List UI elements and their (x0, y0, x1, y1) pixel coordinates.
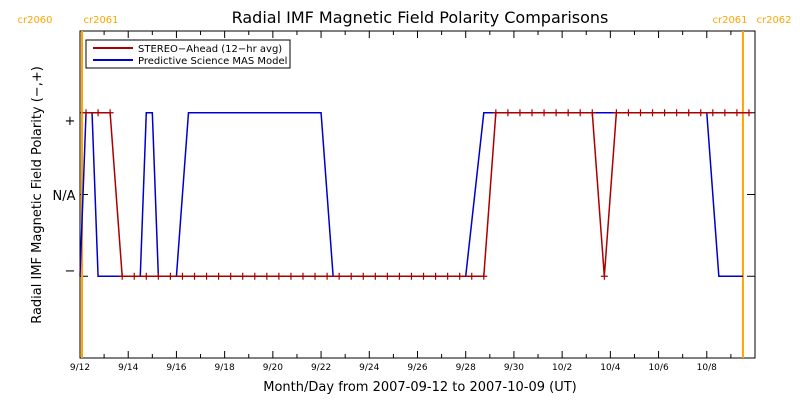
stereo-data-point (383, 272, 391, 280)
legend: STEREO−Ahead (12−hr avg) Predictive Scie… (85, 39, 291, 69)
stereo-data-point (130, 272, 138, 280)
stereo-data-point (142, 272, 150, 280)
y-tick-label-plus: + (65, 114, 76, 129)
x-tick-label: 9/24 (359, 363, 379, 373)
x-tick-label: 10/4 (600, 363, 620, 373)
stereo-data-point (649, 109, 657, 117)
stereo-data-point (444, 272, 452, 280)
stereo-data-point (733, 109, 741, 117)
stereo-data-point (468, 272, 476, 280)
cr-label-left-1: cr2060 (17, 15, 52, 26)
stereo-data-point (178, 272, 186, 280)
stereo-data-point (359, 272, 367, 280)
stereo-data-point (420, 272, 428, 280)
stereo-data-point (154, 272, 162, 280)
stereo-data-point (191, 272, 199, 280)
stereo-data-point (516, 109, 524, 117)
x-tick-label: 9/18 (215, 363, 235, 373)
cr-label-right-2: cr2062 (756, 15, 791, 26)
stereo-data-point (106, 109, 114, 117)
x-tick-label: 10/6 (648, 363, 668, 373)
stereo-data-point (480, 272, 488, 280)
x-axis-label: Month/Day from 2007-09-12 to 2007-10-09 … (263, 380, 576, 395)
stereo-data-point (203, 272, 211, 280)
chart-title: Radial IMF Magnetic Field Polarity Compa… (232, 8, 609, 27)
x-tick-label: 10/8 (697, 363, 717, 373)
x-tick-label: 9/22 (311, 363, 331, 373)
stereo-data-point (275, 272, 283, 280)
stereo-data-point (564, 109, 572, 117)
stereo-data-point (432, 272, 440, 280)
stereo-data-point (323, 272, 331, 280)
stereo-data-point (661, 109, 669, 117)
x-tick-label: 9/12 (70, 363, 90, 373)
stereo-data-point (504, 109, 512, 117)
stereo-data-point (612, 109, 620, 117)
cr-label-right-1: cr2061 (83, 15, 118, 26)
x-tick-label: 9/14 (118, 363, 138, 373)
stereo-data-point (118, 272, 126, 280)
stereo-data-point (588, 109, 596, 117)
stereo-data-point (540, 109, 548, 117)
stereo-data-point (576, 109, 584, 117)
plot-frame (79, 30, 756, 359)
stereo-data-point (94, 109, 102, 117)
x-tick-label: 9/26 (407, 363, 427, 373)
stereo-data-point (697, 109, 705, 117)
stereo-data-point (552, 109, 560, 117)
stereo-data-point (299, 272, 307, 280)
stereo-data-point (745, 109, 753, 117)
x-tick-label: 10/2 (552, 363, 572, 373)
y-tick-marks (80, 30, 755, 359)
x-tick-labels: 9/12 9/14 9/16 9/18 9/20 9/22 9/24 9/26 9/28 9/30… (70, 363, 717, 373)
legend-box (85, 39, 291, 69)
series-line-stereo-ahead (86, 112, 749, 277)
series-line-mas-model (79, 112, 743, 277)
stereo-data-point (82, 109, 90, 117)
stereo-data-point (395, 272, 403, 280)
stereo-data-point (624, 109, 632, 117)
y-axis-label: Radial IMF Magnetic Field Polarity (−,+) (30, 66, 45, 324)
stereo-data-point (407, 272, 415, 280)
stereo-data-point (721, 109, 729, 117)
stereo-data-point (685, 109, 693, 117)
stereo-data-point (456, 272, 464, 280)
stereo-data-point (347, 272, 355, 280)
stereo-data-point (215, 272, 223, 280)
stereo-data-point (311, 272, 319, 280)
stereo-data-point (492, 109, 500, 117)
x-tick-label: 9/30 (504, 363, 524, 373)
stereo-data-point (335, 272, 343, 280)
stereo-data-point (251, 272, 259, 280)
carrington-rotation-lines (81, 31, 744, 358)
y-tick-label-minus: − (65, 264, 76, 279)
x-tick-label: 9/16 (166, 363, 186, 373)
stereo-data-point (227, 272, 235, 280)
legend-label-mas: Predictive Science MAS Model (138, 56, 287, 67)
stereo-data-point (263, 272, 271, 280)
cr-label-left-2: cr2061 (712, 15, 747, 26)
stereo-data-point (239, 272, 247, 280)
stereo-data-point (371, 272, 379, 280)
series-layer (79, 109, 753, 280)
stereo-data-point (600, 272, 608, 280)
stereo-data-point (709, 109, 717, 117)
stereo-data-point (673, 109, 681, 117)
legend-label-stereo: STEREO−Ahead (12−hr avg) (138, 44, 282, 55)
x-tick-label: 9/20 (263, 363, 283, 373)
x-tick-marks (79, 31, 756, 358)
stereo-data-point (287, 272, 295, 280)
stereo-data-point (528, 109, 536, 117)
x-tick-label: 9/28 (456, 363, 476, 373)
stereo-data-point (636, 109, 644, 117)
y-tick-label-na: N/A (53, 189, 76, 204)
stereo-data-point (166, 272, 174, 280)
